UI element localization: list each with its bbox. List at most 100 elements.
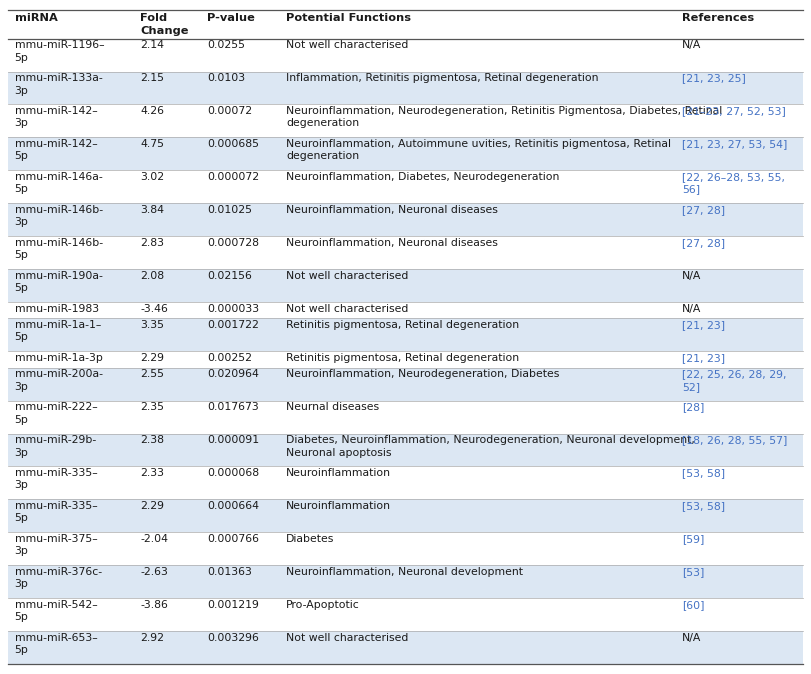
- Text: mmu-miR-1983: mmu-miR-1983: [15, 303, 99, 313]
- Text: 0.01363: 0.01363: [207, 567, 251, 577]
- Text: 0.000068: 0.000068: [207, 468, 259, 478]
- Text: mmu-miR-146a-
5p: mmu-miR-146a- 5p: [15, 172, 102, 194]
- Text: Not well characterised: Not well characterised: [286, 271, 409, 280]
- Text: 4.75: 4.75: [140, 139, 165, 149]
- Text: [21, 23, 25]: [21, 23, 25]: [682, 73, 746, 83]
- Text: mmu-miR-142–
3p: mmu-miR-142– 3p: [15, 106, 97, 129]
- Text: P-value: P-value: [207, 13, 255, 24]
- Text: [21, 23]: [21, 23]: [682, 353, 725, 363]
- Bar: [8, 71, 803, 104]
- Bar: [8, 269, 803, 302]
- Bar: [8, 368, 803, 400]
- Text: 2.15: 2.15: [140, 73, 165, 83]
- Text: 0.000033: 0.000033: [207, 303, 259, 313]
- Text: N/A: N/A: [682, 303, 702, 313]
- Bar: [8, 466, 803, 499]
- Text: mmu-miR-1a-1–
5p: mmu-miR-1a-1– 5p: [15, 320, 101, 342]
- Text: mmu-miR-222–
5p: mmu-miR-222– 5p: [15, 402, 97, 425]
- Text: 2.38: 2.38: [140, 435, 165, 445]
- Text: [53, 58]: [53, 58]: [682, 468, 725, 478]
- Text: mmu-miR-1196–
5p: mmu-miR-1196– 5p: [15, 40, 105, 63]
- Text: 0.02156: 0.02156: [207, 271, 251, 280]
- Text: mmu-miR-200a-
3p: mmu-miR-200a- 3p: [15, 369, 103, 392]
- Text: [21–23, 27, 52, 53]: [21–23, 27, 52, 53]: [682, 106, 786, 116]
- Bar: [8, 236, 803, 269]
- Text: 2.08: 2.08: [140, 271, 165, 280]
- Text: [21, 23]: [21, 23]: [682, 320, 725, 330]
- Text: mmu-miR-146b-
3p: mmu-miR-146b- 3p: [15, 205, 103, 227]
- Bar: [8, 598, 803, 631]
- Text: Fold
Change: Fold Change: [140, 13, 189, 36]
- Text: [18, 26, 28, 55, 57]: [18, 26, 28, 55, 57]: [682, 435, 787, 445]
- Bar: [8, 351, 803, 368]
- Bar: [8, 10, 803, 38]
- Text: 2.83: 2.83: [140, 238, 165, 248]
- Text: 0.000664: 0.000664: [207, 501, 259, 511]
- Text: N/A: N/A: [682, 271, 702, 280]
- Text: N/A: N/A: [682, 633, 702, 642]
- Text: mmu-miR-375–
3p: mmu-miR-375– 3p: [15, 534, 97, 556]
- Bar: [8, 433, 803, 466]
- Text: Neuroinflammation, Diabetes, Neurodegeneration: Neuroinflammation, Diabetes, Neurodegene…: [286, 172, 560, 182]
- Text: 0.003296: 0.003296: [207, 633, 259, 642]
- Text: N/A: N/A: [682, 40, 702, 51]
- Text: References: References: [682, 13, 754, 24]
- Bar: [8, 532, 803, 565]
- Bar: [8, 318, 803, 351]
- Text: 0.001219: 0.001219: [207, 600, 259, 610]
- Text: -2.04: -2.04: [140, 534, 169, 544]
- Text: mmu-miR-142–
5p: mmu-miR-142– 5p: [15, 139, 97, 161]
- Text: mmu-miR-376c-
3p: mmu-miR-376c- 3p: [15, 567, 101, 589]
- Bar: [8, 400, 803, 433]
- Text: Neuroinflammation: Neuroinflammation: [286, 468, 391, 478]
- Text: 2.35: 2.35: [140, 402, 165, 412]
- Text: Not well characterised: Not well characterised: [286, 303, 409, 313]
- Bar: [8, 171, 803, 203]
- Text: -2.63: -2.63: [140, 567, 168, 577]
- Text: 2.55: 2.55: [140, 369, 165, 379]
- Text: [22, 26–28, 53, 55,
56]: [22, 26–28, 53, 55, 56]: [682, 172, 785, 194]
- Text: Diabetes: Diabetes: [286, 534, 335, 544]
- Text: 0.0103: 0.0103: [207, 73, 245, 83]
- Text: 3.02: 3.02: [140, 172, 165, 182]
- Text: Neuroinflammation, Neuronal diseases: Neuroinflammation, Neuronal diseases: [286, 205, 498, 215]
- Text: 3.35: 3.35: [140, 320, 165, 330]
- Text: Neuroinflammation: Neuroinflammation: [286, 501, 391, 511]
- Text: [60]: [60]: [682, 600, 705, 610]
- Bar: [8, 137, 803, 171]
- Text: mmu-miR-335–
5p: mmu-miR-335– 5p: [15, 501, 97, 524]
- Text: mmu-miR-542–
5p: mmu-miR-542– 5p: [15, 600, 97, 622]
- Text: 0.0255: 0.0255: [207, 40, 245, 51]
- Text: 2.14: 2.14: [140, 40, 165, 51]
- Bar: [8, 203, 803, 236]
- Text: 0.000685: 0.000685: [207, 139, 259, 149]
- Bar: [8, 499, 803, 532]
- Text: Potential Functions: Potential Functions: [286, 13, 411, 24]
- Text: [28]: [28]: [682, 402, 705, 412]
- Text: Not well characterised: Not well characterised: [286, 633, 409, 642]
- Text: Neurnal diseases: Neurnal diseases: [286, 402, 380, 412]
- Bar: [8, 565, 803, 598]
- Text: [53]: [53]: [682, 567, 705, 577]
- Text: mmu-miR-133a-
3p: mmu-miR-133a- 3p: [15, 73, 102, 96]
- Text: -3.86: -3.86: [140, 600, 168, 610]
- Text: [59]: [59]: [682, 534, 705, 544]
- Text: 0.020964: 0.020964: [207, 369, 259, 379]
- Text: 0.001722: 0.001722: [207, 320, 259, 330]
- Bar: [8, 104, 803, 137]
- Text: [21, 23, 27, 53, 54]: [21, 23, 27, 53, 54]: [682, 139, 787, 149]
- Text: 4.26: 4.26: [140, 106, 165, 116]
- Text: Neuroinflammation, Neuronal diseases: Neuroinflammation, Neuronal diseases: [286, 238, 498, 248]
- Text: [27, 28]: [27, 28]: [682, 205, 725, 215]
- Text: 2.29: 2.29: [140, 353, 165, 363]
- Text: Retinitis pigmentosa, Retinal degeneration: Retinitis pigmentosa, Retinal degenerati…: [286, 353, 519, 363]
- Text: [53, 58]: [53, 58]: [682, 501, 725, 511]
- Text: 2.33: 2.33: [140, 468, 165, 478]
- Text: mmu-miR-653–
5p: mmu-miR-653– 5p: [15, 633, 97, 655]
- Text: [22, 25, 26, 28, 29,
52]: [22, 25, 26, 28, 29, 52]: [682, 369, 787, 392]
- Text: mmu-miR-1a-3p: mmu-miR-1a-3p: [15, 353, 102, 363]
- Text: Neuroinflammation, Neurodegeneration, Retinitis Pigmentosa, Diabetes, Retinal
de: Neuroinflammation, Neurodegeneration, Re…: [286, 106, 723, 129]
- Text: Neuroinflammation, Neurodegeneration, Diabetes: Neuroinflammation, Neurodegeneration, Di…: [286, 369, 560, 379]
- Text: 0.000091: 0.000091: [207, 435, 259, 445]
- Text: 0.000728: 0.000728: [207, 238, 259, 248]
